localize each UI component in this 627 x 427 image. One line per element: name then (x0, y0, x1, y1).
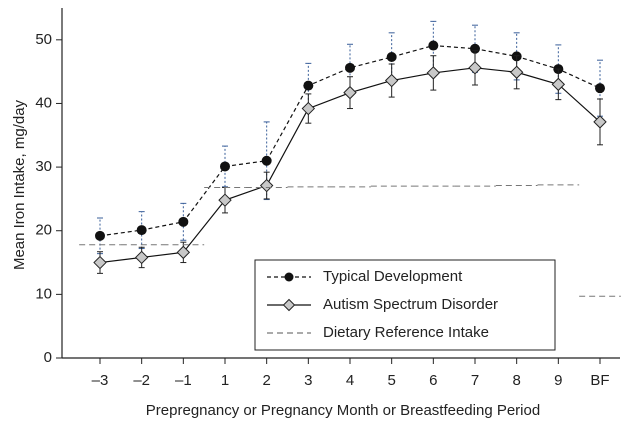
data-point (551, 77, 566, 92)
x-tick-label: 8 (512, 372, 520, 389)
x-tick-label: 6 (429, 372, 437, 389)
data-point (509, 65, 524, 79)
y-tick-label: 30 (35, 158, 52, 175)
data-point (220, 161, 230, 172)
x-tick-label: –3 (92, 372, 109, 389)
data-point (134, 250, 149, 265)
data-point (345, 62, 355, 73)
data-point (95, 230, 105, 241)
y-tick-label: 0 (44, 349, 52, 366)
data-point (261, 155, 272, 166)
x-tick-label: 5 (387, 372, 395, 389)
x-tick-label: 9 (554, 372, 562, 389)
data-point (593, 115, 607, 129)
data-point (176, 245, 191, 260)
data-point (93, 255, 107, 270)
x-tick-label: 2 (262, 372, 270, 389)
x-tick-label: –1 (175, 372, 192, 389)
data-point (384, 73, 399, 88)
data-point (343, 85, 357, 100)
legend-marker (282, 298, 296, 312)
legend-label: Dietary Reference Intake (323, 324, 489, 341)
data-point (426, 66, 441, 80)
data-point (259, 178, 274, 193)
legend-label: Autism Spectrum Disorder (323, 296, 498, 313)
x-tick-label: 7 (471, 372, 479, 389)
data-point (595, 83, 605, 94)
x-tick-label: 3 (304, 372, 312, 389)
data-point (470, 43, 480, 54)
data-point (303, 80, 314, 91)
data-point (178, 216, 189, 227)
data-point (428, 40, 439, 51)
y-tick-label: 40 (35, 94, 52, 111)
data-point (468, 61, 482, 75)
data-point (386, 52, 397, 62)
y-tick-label: 20 (35, 222, 52, 239)
x-tick-label: –2 (133, 372, 150, 389)
y-tick-label: 10 (35, 285, 52, 302)
data-point (218, 193, 232, 207)
x-tick-label: 4 (346, 372, 354, 389)
legend-marker (284, 272, 294, 282)
data-point (136, 225, 147, 236)
x-tick-label: 1 (221, 372, 229, 389)
x-axis-label: Prepregnancy or Pregnancy Month or Breas… (146, 402, 540, 419)
y-axis-label: Mean Iron Intake, mg/day (11, 99, 28, 270)
data-point (301, 101, 316, 116)
y-tick-label: 50 (35, 31, 52, 48)
x-tick-label: BF (590, 372, 609, 389)
legend-label: Typical Development (323, 268, 463, 285)
